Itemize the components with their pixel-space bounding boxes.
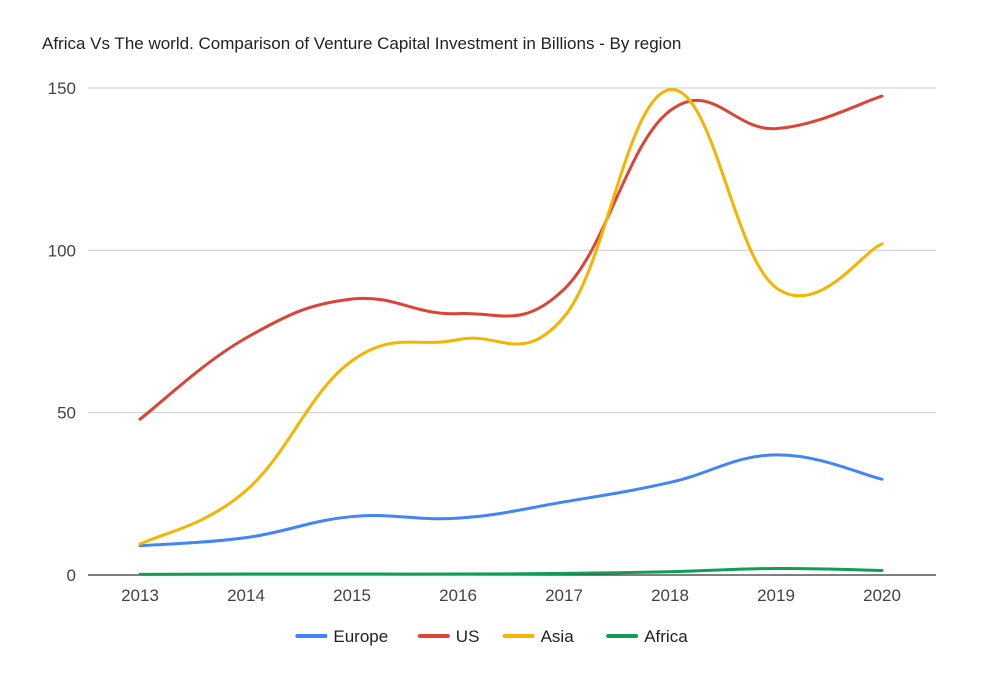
y-tick-label: 100 [48, 241, 76, 260]
legend-label: Africa [644, 627, 688, 646]
legend-item-africa: Africa [606, 627, 688, 646]
x-tick-label: 2019 [757, 586, 795, 605]
series-line-us [138, 94, 884, 421]
x-tick-label: 2015 [333, 586, 371, 605]
x-tick-label: 2020 [863, 586, 901, 605]
series-lines [138, 88, 884, 576]
legend-item-us: US [417, 627, 480, 646]
legend: Europe US Asia Africa [295, 627, 688, 646]
chart-title: Africa Vs The world. Comparison of Ventu… [42, 34, 682, 53]
x-tick-label: 2017 [545, 586, 583, 605]
series-line-europe [138, 453, 884, 548]
x-tick-label: 2018 [651, 586, 689, 605]
x-tick-label: 2016 [439, 586, 477, 605]
gridlines [88, 87, 936, 576]
legend-item-asia: Asia [502, 627, 575, 646]
legend-label: US [456, 627, 480, 646]
legend-label: Europe [333, 627, 388, 646]
legend-item-europe: Europe [295, 627, 388, 646]
y-axis-ticks: 0 50 100 150 [48, 79, 76, 585]
y-tick-label: 150 [48, 79, 76, 98]
series-line-africa [138, 566, 884, 576]
y-tick-label: 0 [67, 566, 76, 585]
y-tick-label: 50 [57, 404, 76, 423]
legend-label: Asia [541, 627, 575, 646]
x-tick-label: 2013 [121, 586, 159, 605]
x-axis-ticks: 2013 2014 2015 2016 2017 2018 2019 2020 [121, 586, 901, 605]
x-tick-label: 2014 [227, 586, 265, 605]
series-line-asia [138, 88, 884, 546]
